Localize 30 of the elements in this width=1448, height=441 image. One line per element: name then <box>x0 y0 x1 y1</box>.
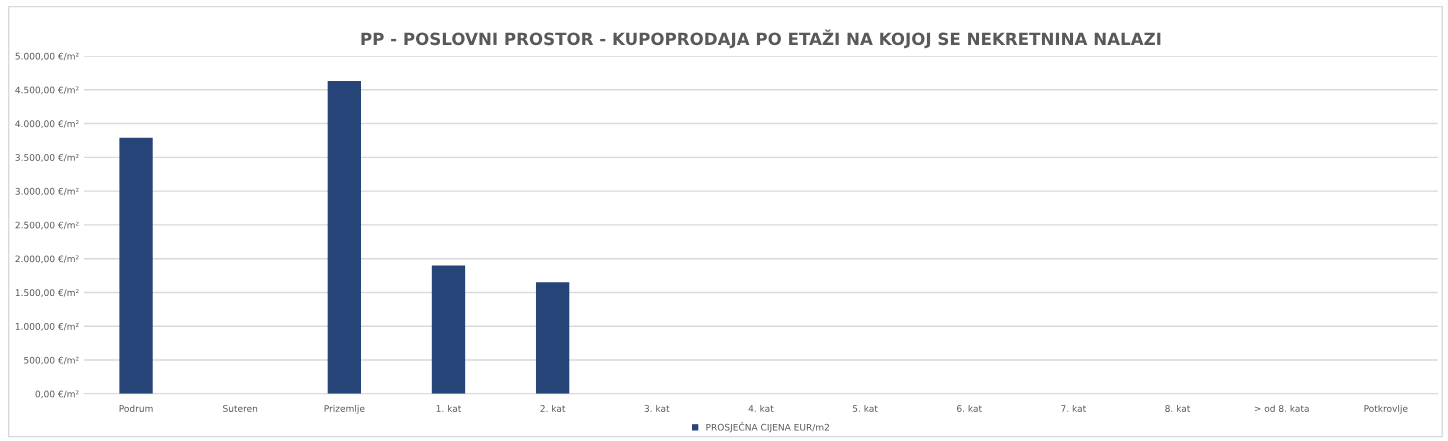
x-tick-label: Podrum <box>119 404 153 412</box>
x-tick-label: 5. kat <box>852 404 878 412</box>
x-tick-label: 8. kat <box>1165 404 1191 412</box>
y-tick-label: 3.000,00 €/m² <box>15 187 79 196</box>
bar <box>119 137 153 394</box>
legend-label: PROSJEČNA CIJENA EUR/m2 <box>706 422 829 433</box>
x-tick-label: > od 8. kata <box>1254 404 1309 412</box>
y-tick-label: 500,00 €/m² <box>24 356 79 365</box>
y-tick-label: 1.000,00 €/m² <box>15 322 79 331</box>
x-tick-label: 1. kat <box>436 404 462 412</box>
bar <box>327 81 362 394</box>
y-tick-label: 4.500,00 €/m² <box>15 86 79 95</box>
bar <box>431 265 466 394</box>
y-tick-label: 5.000,00 €/m² <box>15 52 79 61</box>
x-tick-label: 4. kat <box>748 404 774 412</box>
y-tick-label: 3.500,00 €/m² <box>15 154 79 162</box>
y-tick-label: 2.500,00 €/m² <box>15 221 79 230</box>
x-tick-label: 7. kat <box>1061 404 1086 412</box>
y-tick-label: 0,00 €/m² <box>35 390 79 399</box>
y-tick-label: 2.000,00 €/m² <box>15 255 79 264</box>
y-tick-label: 4.000,00 €/m² <box>15 120 79 129</box>
bar <box>535 282 570 394</box>
x-tick-label: 6. kat <box>957 404 982 412</box>
x-tick-label: 2. kat <box>540 404 566 412</box>
x-tick-label: Prizemlje <box>324 404 365 414</box>
x-tick-label: 3. kat <box>644 404 670 412</box>
chart-title: PP - POSLOVNI PROSTOR - KUPOPRODAJA PO ETAŽI NA KOJOJ SE NEKRETNINA NALAZI <box>361 29 1161 49</box>
y-tick-label: 1.500,00 €/m² <box>15 289 79 297</box>
x-tick-label: Potkrovlje <box>1364 404 1408 414</box>
x-tick-label: Suteren <box>223 405 258 412</box>
